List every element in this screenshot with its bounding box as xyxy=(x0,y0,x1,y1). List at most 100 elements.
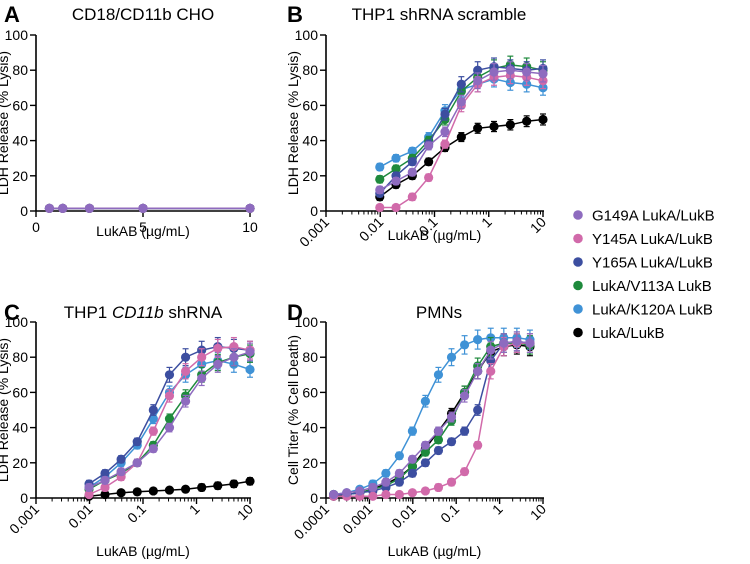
data-point xyxy=(100,468,110,478)
data-point xyxy=(407,167,417,177)
data-point xyxy=(116,467,126,477)
series-g149a-luka-lukb xyxy=(329,331,535,500)
x-tick-label: 10 xyxy=(527,214,549,236)
data-point xyxy=(522,67,532,77)
y-tick-label: 80 xyxy=(12,62,28,78)
x-axis-label: LukAB (µg/mL) xyxy=(388,543,482,559)
title-italic: CD11b xyxy=(112,303,164,322)
data-point xyxy=(375,185,385,195)
legend: G149A LukA/LukB Y145A LukA/LukB Y165A LukA… xyxy=(573,208,715,342)
y-axis-label: LDH Release (% Lysis) xyxy=(285,51,301,195)
series-luka-v113a-lukb xyxy=(375,55,548,184)
x-tick-label: 10 xyxy=(234,501,256,523)
panel-letter: A xyxy=(4,2,20,27)
data-point xyxy=(213,481,223,491)
data-point xyxy=(407,468,418,478)
y-axis-label: Cell Titer (% Cell Death) xyxy=(285,335,301,485)
data-point xyxy=(355,486,365,496)
data-point xyxy=(505,120,515,130)
data-point xyxy=(164,485,175,495)
data-point xyxy=(375,174,385,184)
data-point xyxy=(84,203,95,213)
panel-letter: C xyxy=(4,300,20,325)
data-point xyxy=(180,484,191,494)
data-point xyxy=(381,468,391,478)
data-point xyxy=(505,65,515,75)
data-point xyxy=(394,477,404,487)
data-point xyxy=(407,157,417,167)
y-tick-label: 100 xyxy=(5,314,29,330)
series-line xyxy=(333,340,530,496)
x-tick-label: 0.1 xyxy=(124,501,149,526)
series-g149a-luka-lukb xyxy=(44,203,255,213)
panel-title: CD18/CD11b CHO xyxy=(72,5,214,24)
data-point xyxy=(375,162,385,172)
data-point xyxy=(197,373,207,383)
data-point xyxy=(381,477,391,487)
data-point xyxy=(525,338,535,348)
data-point xyxy=(132,458,142,468)
data-point xyxy=(456,97,466,107)
legend-marker xyxy=(573,233,583,244)
series-y165a-luka-lukb xyxy=(329,331,535,500)
data-point xyxy=(100,489,110,500)
legend-label: LukA/K120A LukB xyxy=(592,302,713,319)
series-line xyxy=(333,340,530,496)
data-point xyxy=(407,488,418,498)
legend-marker xyxy=(573,304,583,314)
data-point xyxy=(84,482,94,493)
y-axis-label: LDH Release (% Lysis) xyxy=(0,51,11,195)
data-point xyxy=(164,370,175,380)
data-point xyxy=(424,172,434,183)
data-point xyxy=(446,352,457,362)
data-point xyxy=(486,366,496,376)
y-tick-label: 20 xyxy=(302,455,318,471)
legend-label: LukA/LukB xyxy=(592,325,665,342)
data-point xyxy=(538,69,548,79)
x-tick-label: 0.01 xyxy=(65,501,96,532)
y-tick-label: 0 xyxy=(310,490,318,506)
data-point xyxy=(440,109,450,119)
x-tick-label: 10 xyxy=(242,219,258,235)
legend-label: Y145A LukA/LukB xyxy=(592,231,713,248)
y-tick-label: 0 xyxy=(310,203,318,219)
panel-c: C THP1 CD11b shRNA 0 20 40 60 80 100 0.001 0.01 0.… xyxy=(0,300,256,559)
y-tick-label: 100 xyxy=(295,314,319,330)
data-point xyxy=(538,114,548,125)
series-line xyxy=(333,337,531,496)
data-point xyxy=(368,482,378,493)
y-tick-label: 40 xyxy=(12,420,28,436)
data-point xyxy=(407,461,418,471)
data-point xyxy=(164,423,175,433)
data-point xyxy=(245,364,255,375)
panel-b: B THP1 shRNA scramble 0 20 40 60 80 100 0.001 0.0… xyxy=(285,2,549,250)
data-point xyxy=(459,426,470,436)
data-point xyxy=(394,489,404,500)
legend-item: G149A LukA/LukB xyxy=(573,208,715,225)
data-point xyxy=(486,345,496,355)
x-tick-label: 1 xyxy=(186,501,203,518)
panel-title: THP1 CD11b shRNA xyxy=(64,303,223,322)
legend-item: LukA/V113A LukB xyxy=(573,278,712,295)
data-point xyxy=(245,347,255,357)
data-point xyxy=(456,132,466,142)
legend-item: LukA/LukB xyxy=(573,325,665,342)
legend-marker xyxy=(573,327,583,338)
data-point xyxy=(407,426,418,436)
series-line xyxy=(379,118,544,198)
data-point xyxy=(394,468,404,478)
x-tick-label: 0.1 xyxy=(437,501,462,526)
data-point xyxy=(164,391,175,401)
data-point xyxy=(512,336,522,346)
data-point xyxy=(394,451,404,461)
data-point xyxy=(433,370,444,380)
data-point xyxy=(229,479,239,489)
series-y165a-luka-lukb xyxy=(375,57,548,198)
data-point xyxy=(329,489,339,500)
data-point xyxy=(473,76,483,86)
data-point xyxy=(391,176,401,186)
data-point xyxy=(245,203,255,213)
data-point xyxy=(132,437,142,447)
y-tick-label: 20 xyxy=(12,168,28,184)
